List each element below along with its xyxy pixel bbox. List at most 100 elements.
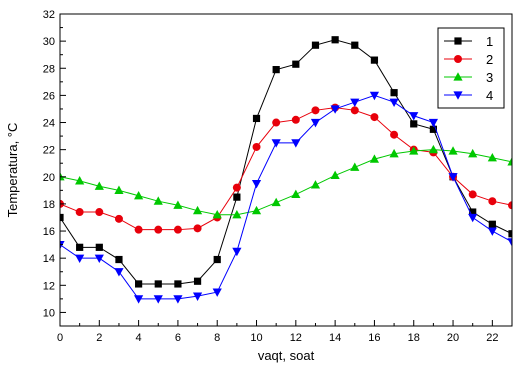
legend-label: 2: [486, 52, 493, 67]
series-4-point: [468, 213, 478, 223]
series-3-point: [310, 180, 321, 189]
series-1-point: [508, 230, 512, 238]
y-tick-label: 16: [43, 226, 55, 238]
series-3: [60, 144, 512, 219]
series-3-point: [94, 181, 104, 190]
series-3-point: [468, 148, 478, 158]
series-4-point: [232, 247, 242, 257]
x-axis: 0 2 4 6 8 10 12 14 16 18 20 22: [57, 320, 513, 344]
x-tick-label: 14: [329, 332, 341, 344]
series-3-point: [134, 190, 144, 200]
series-3-point: [448, 146, 458, 155]
x-tick-label: 0: [57, 332, 63, 344]
y-tick-label: 32: [43, 9, 55, 21]
y-tick-label: 28: [43, 63, 55, 75]
series-1-point: [351, 41, 359, 49]
series-2-line: [60, 107, 512, 231]
series-4-point: [60, 241, 65, 250]
legend-label: 3: [486, 70, 493, 85]
series-4-point: [389, 98, 399, 107]
series-1-point: [488, 220, 496, 228]
series-3-point: [409, 146, 419, 155]
series-4-point: [428, 118, 438, 128]
series-2-point: [154, 225, 163, 234]
series-2-point: [252, 142, 261, 151]
series-4-point: [409, 112, 419, 121]
series-2: [60, 103, 512, 234]
series-4-point: [212, 288, 222, 297]
y-tick-label: 24: [43, 118, 55, 130]
series-2-point: [232, 183, 241, 192]
series-4: [60, 91, 512, 304]
series-1-line: [60, 39, 512, 285]
series-4-point: [291, 139, 301, 148]
series-3-point: [487, 152, 497, 162]
series-4-line: [60, 94, 512, 300]
series-4-point: [114, 268, 124, 277]
series-3-point: [428, 144, 438, 154]
series-4-point: [350, 98, 360, 107]
series-3-point: [60, 171, 65, 181]
x-tick-label: 16: [368, 332, 380, 344]
series-4-point: [330, 105, 340, 114]
x-tick-label: 10: [250, 332, 262, 344]
series-3-point: [75, 176, 85, 185]
x-tick-label: 20: [447, 332, 459, 344]
series-4-point: [487, 227, 497, 236]
y-tick-label: 10: [43, 307, 55, 319]
series-1-point: [370, 56, 379, 64]
series-3-point: [212, 209, 222, 219]
series-1: [60, 36, 512, 288]
series-3-point: [389, 148, 399, 158]
series-2-point: [95, 208, 104, 217]
series-3-point: [330, 170, 340, 180]
series-1-point: [469, 208, 477, 216]
series-1-point: [95, 243, 103, 251]
series-2-point: [134, 225, 143, 234]
series-2-point: [272, 118, 281, 127]
series-1-point: [135, 280, 143, 288]
series-1-point: [272, 66, 280, 74]
series-2-point: [370, 113, 379, 122]
series-2-point: [291, 115, 300, 124]
series-4-point: [251, 179, 262, 189]
y-tick-label: 18: [43, 199, 55, 211]
legend-label: 1: [486, 34, 493, 49]
y-axis: 10 12 14 16 18 20 22 24 26 28 30 32: [43, 9, 66, 327]
series-4-point: [192, 292, 203, 301]
series-3-point: [173, 200, 183, 209]
series-1-point: [233, 193, 241, 201]
plot-frame: [59, 13, 513, 327]
series-3-point: [232, 209, 242, 219]
series-2-point: [173, 225, 182, 234]
series-4-point: [75, 254, 85, 263]
legend-label: 4: [486, 88, 493, 103]
legend-marker: [454, 37, 462, 45]
legend-marker: [453, 91, 463, 100]
series-4-point: [369, 91, 380, 101]
series-4-point: [310, 118, 321, 128]
series-1-point: [311, 41, 320, 49]
series-4-point: [448, 173, 458, 182]
series-3-point: [350, 162, 360, 171]
series-4-point: [153, 295, 163, 304]
series-1-point: [76, 243, 84, 251]
series-3-point: [507, 157, 512, 166]
x-tick-label: 2: [96, 332, 102, 344]
series-layer: [60, 36, 512, 304]
series-1-point: [429, 125, 437, 133]
series-1-point: [410, 120, 418, 128]
series-4-point: [173, 295, 183, 304]
y-tick-label: 26: [43, 90, 55, 102]
x-tick-label: 8: [214, 332, 220, 344]
y-axis-title: Temperatura, °C: [5, 123, 20, 218]
series-1-point: [115, 255, 123, 264]
series-1-point: [154, 280, 162, 288]
series-1-point: [390, 89, 398, 97]
series-2-point: [193, 224, 202, 233]
series-3-point: [192, 205, 203, 215]
series-3-point: [153, 196, 163, 205]
series-2-point: [75, 208, 84, 217]
series-3-point: [271, 197, 281, 207]
